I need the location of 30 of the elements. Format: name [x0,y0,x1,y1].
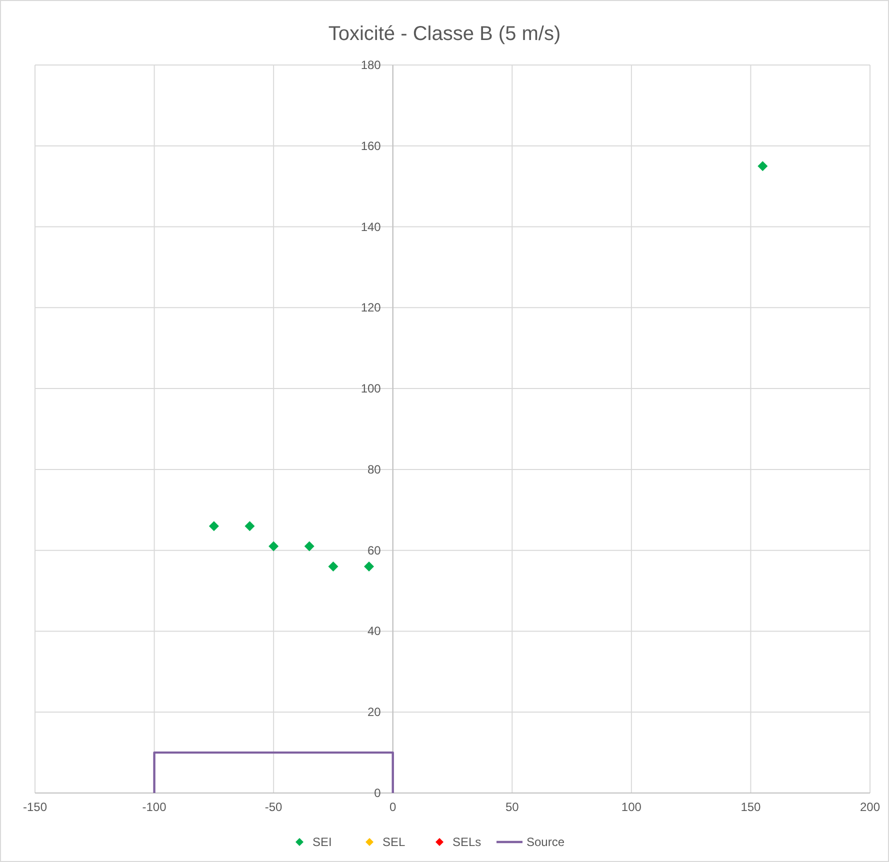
point [304,541,314,552]
legend-label: SEI [312,835,332,849]
chart-title: Toxicité - Classe B (5 m/s) [328,23,561,45]
point [208,521,219,532]
legend-label: Source [526,835,565,849]
x-tick-label: 0 [390,800,397,814]
y-tick-label: 180 [360,58,382,72]
y-tick-label: 0 [374,786,382,800]
y-tick-label: 120 [360,300,382,315]
x-tick-label: -150 [22,800,48,814]
point [328,562,338,572]
x-tick-label: 150 [740,800,762,814]
y-tick-label: 80 [368,462,382,476]
x-tick-label: -100 [142,800,167,814]
point [268,541,279,552]
x-tick-label: 100 [621,800,642,814]
point [244,521,255,532]
y-tick-label: 40 [368,624,382,638]
y-tick-label: 20 [368,705,382,720]
x-tick-label: -50 [264,800,283,814]
legend-label: SEL [382,835,406,849]
y-tick-label: 100 [360,382,382,396]
point [364,562,374,572]
x-tick-label: 200 [860,800,880,814]
y-tick-label: 160 [360,138,382,153]
x-tick-label: 50 [505,800,520,814]
y-tick-label: 60 [368,543,382,558]
legend-label: SELs [452,835,482,849]
y-tick-label: 140 [360,220,382,234]
point [758,161,768,172]
